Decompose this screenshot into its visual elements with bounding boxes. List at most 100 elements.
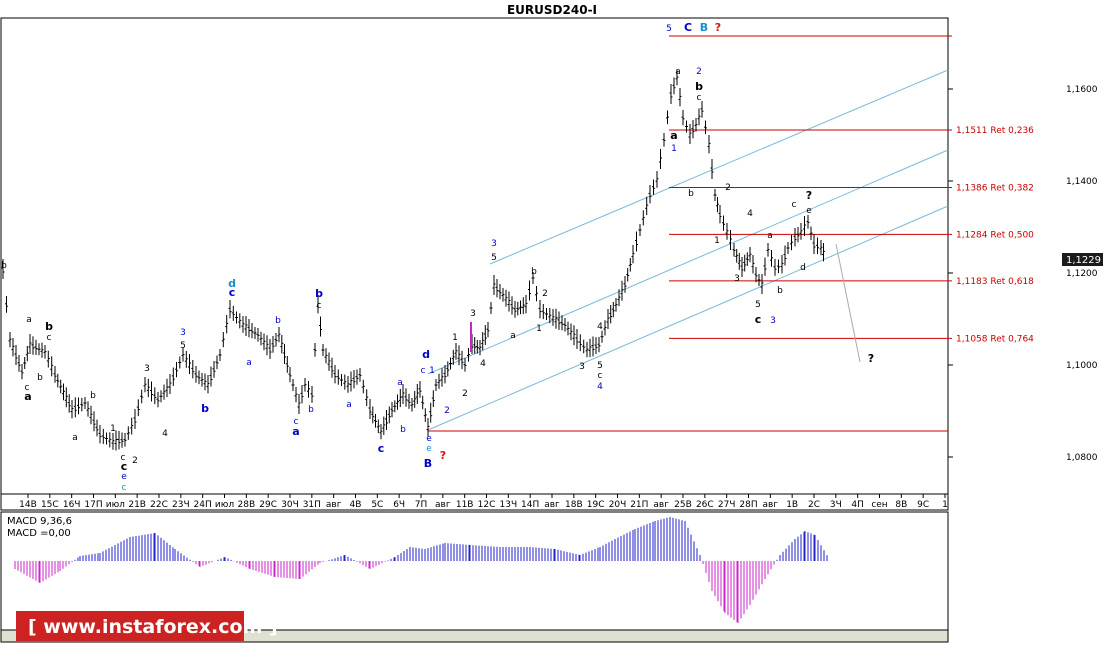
wave-label: b [90,391,96,401]
price-tick-label: 1,1000 [1066,361,1098,371]
wave-label: 2 [132,456,138,466]
wave-label: c [229,286,236,299]
wave-label: c [317,301,322,311]
wave-label: b [531,267,537,277]
date-tick-label: 1 [942,500,948,510]
wave-label: b [275,316,281,326]
wave-label: 3 [579,362,585,372]
wave-label: b [695,80,703,93]
date-axis [0,493,949,511]
wave-label: 2 [725,183,731,193]
date-tick-label: 9С [917,500,929,510]
wave-label: e [426,444,432,454]
wave-label: c [378,442,385,455]
wave-label: a [26,315,32,325]
wave-label: a [670,129,677,142]
watermark-text: [ www.instaforex.com ] [28,616,278,638]
wave-label: e [121,472,127,482]
wave-label: ? [806,189,812,202]
date-tick-label: 4В [350,500,362,510]
chart-title: EURUSD240-I [507,3,597,17]
wave-label: a [767,231,773,241]
wave-label: b [308,405,314,415]
date-tick-label: авг [763,500,779,510]
fib-level-label: 1,1386 Ret 0,382 [956,183,1034,193]
date-tick-label: 21П [630,500,648,510]
date-tick-label: 12С [478,500,496,510]
wave-label: c [47,333,52,343]
wave-label: ? [715,21,721,34]
wave-label: 2 [462,389,468,399]
date-tick-label: 27Ч [718,500,736,510]
wave-label: e [426,434,432,444]
wave-label: B [424,457,432,470]
channel-line [427,205,949,431]
wave-label: a [397,378,403,388]
wave-label: 4 [597,322,603,332]
fib-level-label: 1,1058 Ret 0,764 [956,334,1034,344]
date-tick-label: 31П [303,500,321,510]
wave-label: a [72,433,78,443]
wave-label: 3 [144,364,150,374]
date-tick-label: 17П [84,500,102,510]
fib-level-label: 1,1183 Ret 0,618 [956,277,1034,287]
date-tick-label: авг [544,500,560,510]
wave-label: c [121,453,126,463]
current-price-value: 1,1229 [1066,255,1101,266]
date-tick-label: авг [435,500,451,510]
wave-label: 5 [666,24,672,34]
date-tick-label: 28В [238,500,256,510]
wave-label: 1 [429,366,435,376]
date-tick-label: 26С [696,500,714,510]
channel-line [489,69,949,265]
watermark-box [16,611,244,641]
wave-label: c [121,460,128,473]
wave-label: d [800,263,806,273]
current-price-tag [1062,253,1103,266]
wave-label: 2 [542,289,548,299]
wave-label: b [315,287,323,300]
date-tick-label: авг [653,500,669,510]
wave-label: 4 [747,209,753,219]
wave-label: d [228,277,236,290]
date-tick-label: 16Ч [63,500,81,510]
wave-label: a [675,67,681,77]
wave-label: c [421,366,426,376]
date-tick-label: июл [215,500,234,510]
wave-label: 1 [110,424,116,434]
wave-label: a [346,400,352,410]
fib-level-label: 1,1511 Ret 0,236 [956,126,1034,136]
wave-label: c [25,383,30,393]
date-tick-label: 22С [150,500,168,510]
channel-line [427,149,949,375]
wave-label: 3 [470,309,476,319]
fib-level-label: 1,1284 Ret 0,500 [956,230,1034,240]
wave-label: C [684,21,692,34]
wave-label: 2 [696,67,702,77]
wave-label: b [777,286,783,296]
date-tick-label: 3Ч [830,500,842,510]
date-tick-label: 8В [895,500,907,510]
wave-label: e [806,206,812,216]
wave-label: 2 [444,406,450,416]
date-tick-label: 25В [674,500,692,510]
wave-label: 3 [734,274,740,284]
price-plot-frame [0,17,949,495]
date-tick-label: 4П [851,500,864,510]
wave-label: a [24,390,31,403]
wave-label: a [510,331,516,341]
wave-label: B [700,21,708,34]
wave-label: b [688,189,694,199]
wave-label: c [598,371,603,381]
forecast-path [835,243,861,363]
date-tick-label: авг [326,500,342,510]
wave-label: 1 [671,144,677,154]
wave-label: ? [440,449,446,462]
wave-label: 1 [536,324,542,334]
date-tick-label: 1В [786,500,798,510]
date-tick-label: 14П [521,500,539,510]
date-tick-label: 6Ч [393,500,405,510]
date-tick-label: 13Ч [500,500,518,510]
date-tick-label: 29С [259,500,277,510]
